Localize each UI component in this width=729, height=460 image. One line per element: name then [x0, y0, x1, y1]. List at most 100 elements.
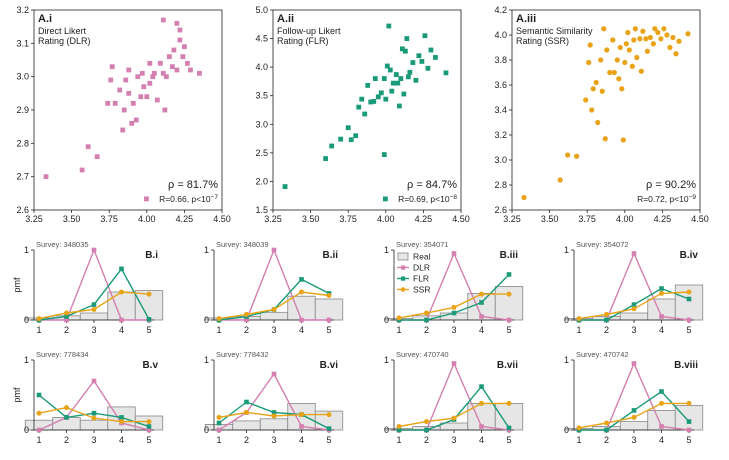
- x-tick-label: 3.25: [264, 214, 282, 224]
- x-tick-label: 1: [216, 325, 221, 335]
- data-point: [586, 59, 592, 66]
- dlr-marker: [326, 317, 332, 323]
- real-bar: [287, 295, 316, 321]
- stat-exponent: −9: [689, 194, 697, 201]
- stat-marker: [144, 196, 149, 202]
- x-tick-label: 5: [686, 325, 691, 335]
- real-bar: [79, 312, 109, 321]
- data-point: [587, 42, 593, 48]
- flr-marker: [479, 300, 484, 305]
- panel-letter: A.iii: [516, 13, 536, 25]
- data-point: [574, 153, 580, 159]
- data-point: [629, 63, 635, 69]
- data-point: [120, 127, 126, 133]
- y-tick-label: 3.4: [494, 105, 507, 115]
- flr-marker: [146, 317, 152, 322]
- data-point: [595, 119, 601, 126]
- dlr-marker: [659, 314, 664, 319]
- data-point: [676, 38, 682, 44]
- data-point: [396, 103, 402, 109]
- survey-id: Survey: 778432: [216, 350, 269, 359]
- y-tick-label: 1: [204, 245, 209, 255]
- data-point: [147, 60, 153, 66]
- data-point: [652, 26, 658, 32]
- y-tick-label: 4.2: [494, 5, 507, 15]
- ssr-marker: [326, 293, 332, 298]
- survey-id: Survey: 348039: [216, 240, 269, 249]
- y-tick-label: 4.0: [255, 62, 268, 72]
- x-tick-label: 2: [244, 325, 249, 335]
- y-tick-label: 2.6: [494, 205, 507, 215]
- flr-marker: [451, 310, 457, 316]
- data-point: [521, 194, 527, 201]
- data-point: [402, 48, 408, 54]
- data-point: [390, 80, 396, 86]
- dlr-marker: [479, 314, 484, 319]
- ssr-marker: [631, 306, 637, 312]
- flr-marker: [64, 314, 69, 319]
- real-bar: [232, 420, 261, 431]
- y-tick-label: 3.2: [16, 5, 29, 15]
- dlr-marker: [686, 317, 692, 323]
- dlr-marker: [216, 427, 222, 433]
- data-point: [144, 94, 150, 100]
- ssr-marker: [424, 310, 429, 316]
- data-point: [147, 80, 153, 86]
- survey-id: Survey: 470740: [396, 350, 449, 359]
- dlr-marker: [451, 361, 457, 366]
- data-point: [399, 46, 405, 52]
- ssr-marker: [604, 311, 609, 317]
- ssr-marker: [686, 289, 692, 295]
- x-tick-label: 4: [479, 325, 484, 335]
- legend-label: Real: [413, 252, 431, 262]
- x-tick-label: 3.50: [541, 214, 559, 224]
- correlation-rho: ρ = 90.2%: [646, 179, 696, 191]
- x-tick-label: 5: [506, 435, 511, 445]
- plot-frame: [272, 9, 462, 211]
- ssr-marker: [506, 291, 512, 297]
- ssr-marker: [64, 405, 69, 411]
- data-point: [601, 26, 607, 32]
- correlation-r-p: R=0.69, p<10−8: [398, 194, 457, 204]
- y-tick-label: 3.0: [255, 119, 268, 129]
- flr-marker: [686, 419, 692, 424]
- ssr-marker: [216, 414, 222, 420]
- correlation-r-p: R=0.66, p<10−7: [159, 194, 218, 204]
- panel-letter: B.vii: [497, 360, 518, 371]
- data-point: [356, 104, 362, 110]
- y-tick-label: 0: [24, 315, 29, 325]
- data-point: [404, 36, 410, 41]
- data-point: [121, 107, 127, 113]
- y-tick-label: 2.8: [494, 180, 507, 190]
- data-point: [422, 33, 428, 39]
- dlr-marker: [91, 247, 97, 253]
- data-point: [589, 107, 595, 113]
- data-point: [557, 177, 563, 183]
- data-point: [625, 29, 631, 36]
- flr-marker: [216, 420, 222, 426]
- y-tick-label: 3.2: [494, 130, 507, 140]
- x-tick-label: 4: [299, 435, 304, 445]
- y-axis-label: pmf: [12, 387, 22, 403]
- data-point: [126, 90, 132, 96]
- x-tick-label: 4: [299, 325, 304, 335]
- data-point: [338, 136, 344, 142]
- data-point: [133, 117, 139, 123]
- x-tick-label: 4.50: [691, 214, 709, 224]
- data-point: [105, 100, 111, 106]
- flr-marker: [479, 384, 484, 389]
- legend-ssr-marker: [400, 287, 406, 292]
- y-tick-label: 2.8: [16, 138, 29, 148]
- data-point: [670, 34, 676, 41]
- data-point: [109, 64, 115, 70]
- dlr-marker: [631, 361, 637, 366]
- data-point: [135, 74, 141, 80]
- data-point: [611, 69, 617, 76]
- data-point: [433, 55, 438, 60]
- data-point: [150, 74, 156, 80]
- x-tick-label: 3: [631, 435, 636, 445]
- dlr-marker: [146, 427, 152, 433]
